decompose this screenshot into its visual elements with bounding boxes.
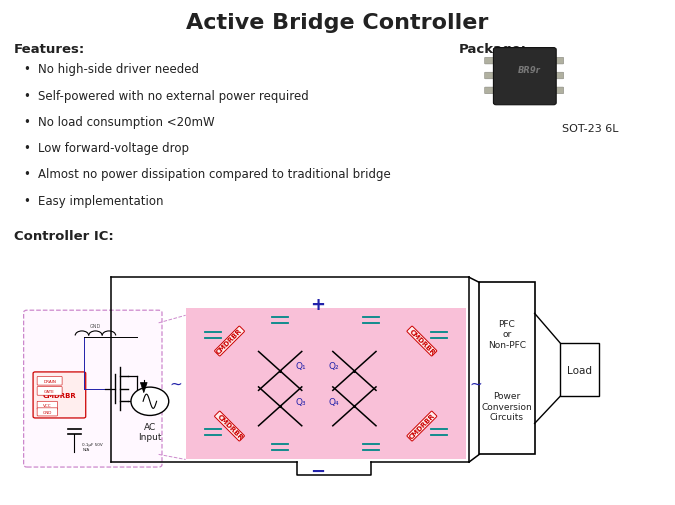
Text: Q₂: Q₂ bbox=[329, 362, 340, 371]
FancyBboxPatch shape bbox=[37, 408, 57, 416]
Text: +: + bbox=[310, 295, 325, 313]
Text: Controller IC:: Controller IC: bbox=[14, 230, 113, 243]
Text: Self-powered with no external power required: Self-powered with no external power requ… bbox=[38, 89, 309, 103]
Circle shape bbox=[131, 387, 169, 416]
FancyBboxPatch shape bbox=[485, 88, 498, 94]
Bar bbox=[186, 308, 466, 460]
Text: •: • bbox=[24, 89, 30, 103]
Text: DRAIN: DRAIN bbox=[43, 379, 56, 383]
Text: Q₄: Q₄ bbox=[329, 397, 340, 406]
Text: Almost no power dissipation compared to traditional bridge: Almost no power dissipation compared to … bbox=[38, 168, 391, 181]
FancyBboxPatch shape bbox=[33, 372, 86, 418]
FancyBboxPatch shape bbox=[37, 401, 57, 410]
Text: CMDRBR: CMDRBR bbox=[408, 327, 436, 356]
FancyBboxPatch shape bbox=[485, 73, 498, 80]
Text: Active Bridge Controller: Active Bridge Controller bbox=[186, 13, 489, 33]
Text: Low forward-voltage drop: Low forward-voltage drop bbox=[38, 142, 190, 155]
Polygon shape bbox=[140, 383, 147, 393]
Text: PFC
or
Non-PFC: PFC or Non-PFC bbox=[488, 320, 526, 349]
FancyBboxPatch shape bbox=[560, 343, 599, 396]
Text: •: • bbox=[24, 142, 30, 155]
Text: Easy implementation: Easy implementation bbox=[38, 194, 164, 208]
Text: •: • bbox=[24, 168, 30, 181]
Text: No high-side driver needed: No high-side driver needed bbox=[38, 63, 200, 76]
Text: Load: Load bbox=[567, 365, 593, 375]
Text: No load consumption <20mW: No load consumption <20mW bbox=[38, 116, 215, 129]
Text: CMDRBR: CMDRBR bbox=[215, 412, 244, 440]
FancyBboxPatch shape bbox=[551, 58, 564, 65]
FancyBboxPatch shape bbox=[24, 311, 162, 467]
Text: VCC: VCC bbox=[43, 403, 51, 408]
Text: CMDRBR: CMDRBR bbox=[215, 327, 244, 356]
FancyBboxPatch shape bbox=[485, 58, 498, 65]
Text: BR9r: BR9r bbox=[518, 66, 541, 75]
Text: Q₃: Q₃ bbox=[295, 397, 306, 406]
Text: Power
Conversion
Circuits: Power Conversion Circuits bbox=[481, 391, 533, 421]
Text: SOT-23 6L: SOT-23 6L bbox=[562, 124, 619, 134]
Text: •: • bbox=[24, 194, 30, 208]
Text: Q₁: Q₁ bbox=[295, 362, 306, 371]
FancyBboxPatch shape bbox=[37, 387, 62, 395]
FancyBboxPatch shape bbox=[479, 283, 535, 454]
FancyBboxPatch shape bbox=[37, 377, 62, 385]
Text: ~: ~ bbox=[469, 376, 482, 391]
Text: Features:: Features: bbox=[14, 43, 85, 56]
Text: −: − bbox=[310, 462, 325, 480]
FancyBboxPatch shape bbox=[551, 73, 564, 80]
Text: •: • bbox=[24, 63, 30, 76]
Text: CMDRBR: CMDRBR bbox=[43, 392, 76, 398]
FancyBboxPatch shape bbox=[551, 88, 564, 94]
Text: •: • bbox=[24, 116, 30, 129]
Text: Package:: Package: bbox=[459, 43, 527, 56]
Text: CMDRBR: CMDRBR bbox=[408, 412, 436, 440]
Text: 0.1μF 50V
N/A: 0.1μF 50V N/A bbox=[82, 442, 103, 450]
Text: GND: GND bbox=[43, 410, 52, 414]
FancyBboxPatch shape bbox=[493, 48, 556, 106]
Text: GATE: GATE bbox=[44, 389, 55, 393]
Text: GND: GND bbox=[90, 323, 101, 328]
Text: ~: ~ bbox=[169, 376, 182, 391]
Text: AC
Input: AC Input bbox=[138, 422, 161, 441]
